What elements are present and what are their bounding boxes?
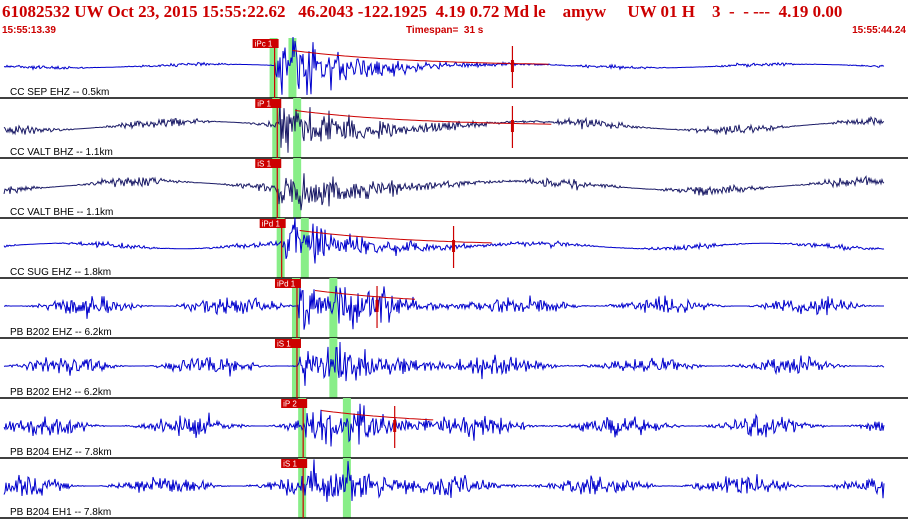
s-pick-window (342, 398, 351, 458)
pick-label-box (252, 39, 279, 48)
trace-label: PB B204 EH1 -- 7.8km (10, 507, 111, 518)
trace-label: PB B202 EHZ -- 6.2km (10, 327, 112, 338)
p-pick-window (298, 458, 307, 518)
s-pick-window (288, 38, 297, 98)
s-pick-window (293, 158, 302, 218)
trace-label: CC VALT BHZ -- 1.1km (10, 147, 113, 158)
pick-label: iP 2 (283, 400, 297, 409)
end-time: 15:55:44.24 (852, 25, 906, 36)
pick-label: iPd 1 (277, 280, 296, 289)
coda-curve (314, 290, 416, 300)
pick-label: iPd 1 (262, 220, 281, 229)
waveform (3, 173, 885, 211)
amplitude-marker-box (510, 60, 514, 72)
trace-label: CC SUG EHZ -- 1.8km (10, 267, 111, 278)
trace-label: PB B202 EH2 -- 6.2km (10, 387, 111, 398)
s-pick-window (329, 338, 338, 398)
pick-label-box (255, 99, 282, 108)
p-pick-window (272, 98, 281, 158)
coda-curve (295, 110, 552, 125)
p-pick-window (276, 218, 285, 278)
pick-label-box (274, 339, 301, 348)
pick-label: iS 1 (257, 160, 271, 169)
amplitude-marker-box (510, 120, 514, 132)
waveform (3, 217, 885, 264)
timespan-label: Timespan= 31 s (406, 25, 484, 36)
p-pick-window (298, 398, 307, 458)
p-pick-window (269, 38, 278, 98)
pick-label-box (255, 159, 282, 168)
coda-curve (299, 230, 492, 244)
s-pick-window (342, 458, 351, 518)
amplitude-marker-box (375, 300, 379, 312)
pick-label-box (259, 219, 286, 228)
amplitude-marker-box (452, 240, 456, 252)
trace-label: CC VALT BHE -- 1.1km (10, 207, 113, 218)
pick-label-box (281, 399, 308, 408)
amplitude-marker-box (393, 420, 397, 432)
p-pick-window (291, 278, 300, 338)
p-pick-window (272, 158, 281, 218)
pick-label: iP 1 (257, 100, 271, 109)
pick-label: iPc 1 (255, 40, 273, 49)
waveform (3, 403, 885, 447)
trace-label: CC SEP EHZ -- 0.5km (10, 87, 109, 98)
waveform (3, 98, 885, 153)
waveform (3, 341, 885, 386)
coda-curve (321, 410, 434, 421)
waveform (3, 459, 885, 502)
waveform (3, 36, 885, 96)
event-header: 61082532 UW Oct 23, 2015 15:55:22.62 46.… (0, 0, 908, 38)
pick-label: iS 1 (283, 460, 297, 469)
s-pick-window (293, 98, 302, 158)
trace-label: PB B204 EHZ -- 7.8km (10, 447, 112, 458)
waveform (3, 285, 884, 330)
event-title: 61082532 UW Oct 23, 2015 15:55:22.62 46.… (2, 2, 843, 21)
s-pick-window (300, 218, 309, 278)
start-time: 15:55:13.39 (2, 25, 56, 36)
pick-label-box (274, 279, 301, 288)
pick-label-box (281, 459, 308, 468)
p-pick-window (291, 338, 300, 398)
coda-curve (292, 50, 549, 65)
pick-label: iS 1 (277, 340, 291, 349)
